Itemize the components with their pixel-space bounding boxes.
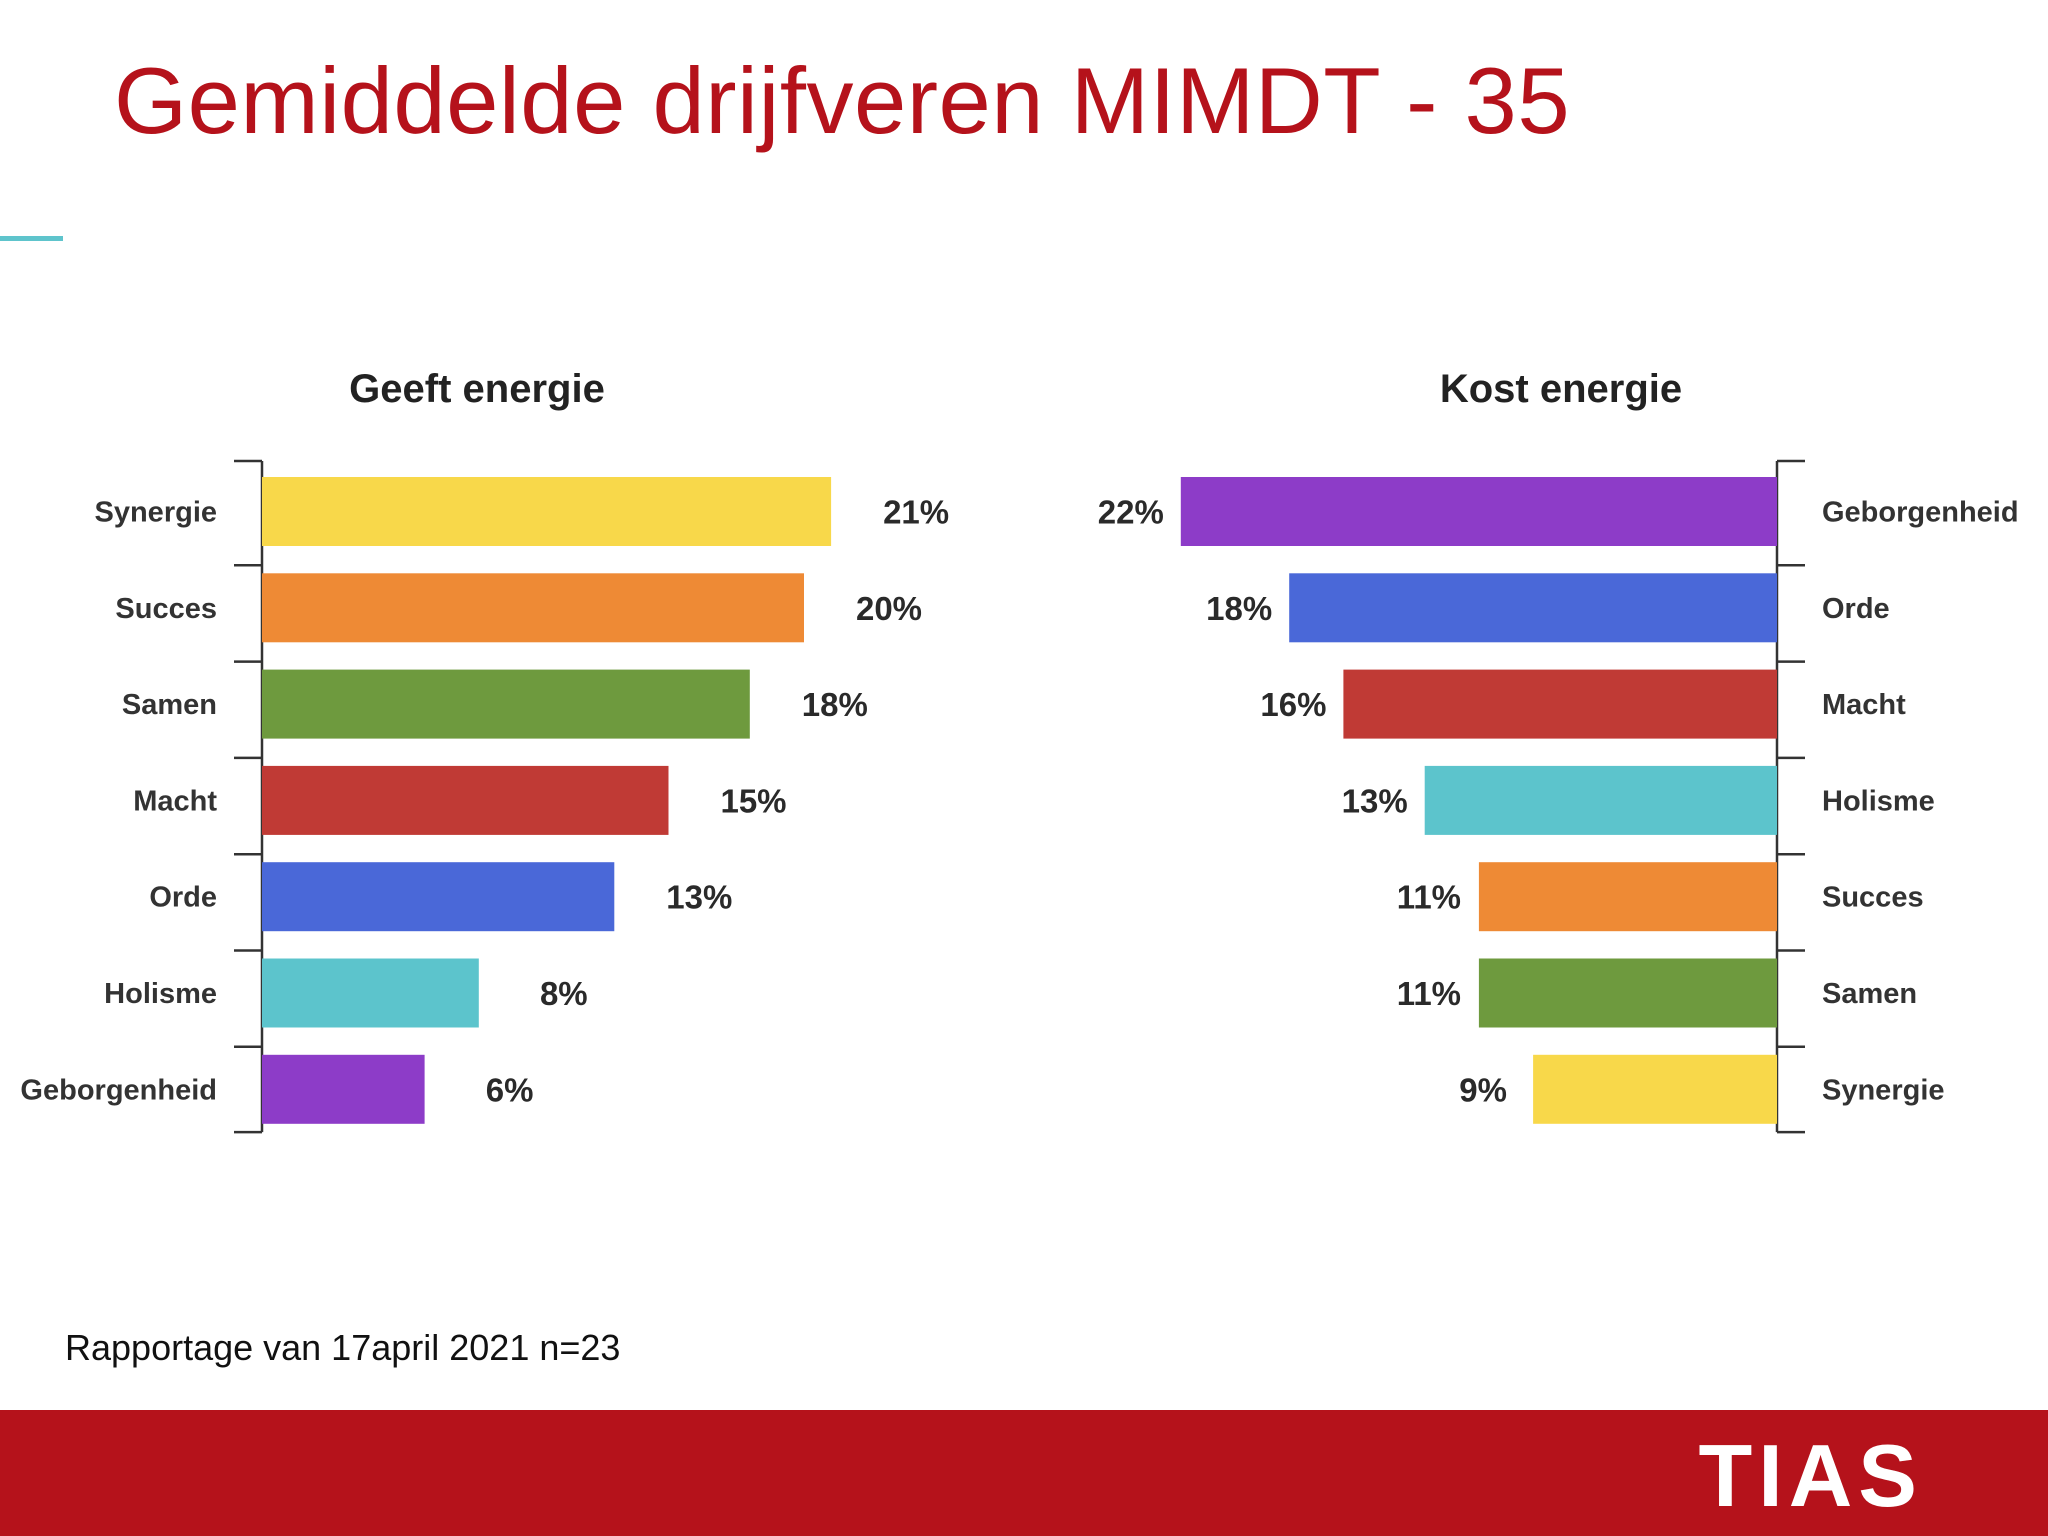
bar-geborgenheid (1180, 477, 1777, 546)
value-label: 16% (1260, 686, 1326, 723)
chart-title-right: Kost energie (1440, 367, 1682, 411)
category-label: Macht (1822, 689, 1906, 721)
value-label: 20% (856, 590, 922, 627)
footer-band (0, 1410, 2048, 1536)
category-label: Samen (122, 689, 217, 721)
category-label: Samen (1822, 978, 1917, 1010)
bar-macht (262, 765, 669, 835)
value-label: 9% (1459, 1071, 1507, 1108)
chart-title-left: Geeft energie (349, 367, 605, 411)
chart-kost-energie: Kost energie Geborgenheid 22% Orde 18% Macht… (1098, 367, 2019, 1134)
brand-logo: TIAS (1698, 1426, 1923, 1525)
category-label: Macht (133, 785, 217, 817)
bar-macht (1343, 669, 1777, 739)
bar-holisme (1424, 765, 1777, 835)
category-label: Orde (149, 882, 217, 914)
slide-title: Gemiddelde drijfveren MIMDT - 35 (114, 48, 1571, 153)
value-label: 11% (1397, 879, 1461, 916)
value-label: 11% (1397, 975, 1461, 1012)
category-label: Orde (1822, 593, 1890, 625)
bar-holisme (262, 958, 479, 1028)
bar-succes (262, 573, 804, 643)
bar-succes (1478, 862, 1777, 932)
category-label: Holisme (104, 978, 217, 1010)
category-label: Succes (1822, 882, 1924, 914)
bar-orde (262, 862, 615, 932)
bar-orde (1289, 573, 1777, 643)
category-label: Geborgenheid (1822, 497, 2019, 529)
bar-synergie (1533, 1054, 1777, 1124)
chart-geeft-energie: Geeft energie Synergie 21% Succes 20% Samen 1… (20, 367, 949, 1134)
category-label: Synergie (1822, 1074, 1945, 1106)
category-label: Geborgenheid (20, 1074, 217, 1106)
value-label: 13% (1342, 782, 1408, 819)
footnote: Rapportage van 17april 2021 n=23 (65, 1327, 621, 1368)
value-label: 15% (720, 782, 786, 819)
category-label: Holisme (1822, 785, 1935, 817)
category-label: Succes (115, 593, 217, 625)
value-label: 18% (802, 686, 868, 723)
accent-dash (0, 236, 63, 241)
bar-geborgenheid (262, 1054, 425, 1124)
bar-samen (262, 669, 750, 739)
value-label: 22% (1098, 494, 1164, 531)
value-label: 21% (883, 494, 949, 531)
bar-samen (1478, 958, 1777, 1028)
value-label: 6% (486, 1071, 534, 1108)
bar-synergie (262, 477, 832, 546)
value-label: 18% (1206, 590, 1272, 627)
value-label: 8% (540, 975, 588, 1012)
category-label: Synergie (95, 497, 218, 529)
value-label: 13% (666, 879, 732, 916)
